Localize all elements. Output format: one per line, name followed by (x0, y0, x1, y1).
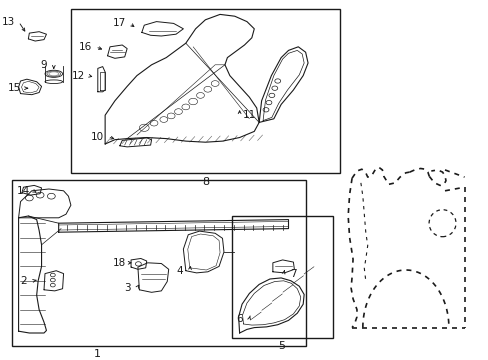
Text: 8: 8 (202, 177, 208, 187)
Text: 10: 10 (91, 132, 104, 142)
Text: 16: 16 (79, 42, 92, 52)
Bar (71, 9, 339, 173)
Text: 1: 1 (94, 348, 101, 359)
Text: 9: 9 (41, 60, 47, 70)
Text: 5: 5 (278, 341, 285, 351)
Text: 4: 4 (176, 266, 183, 276)
Text: 12: 12 (71, 71, 85, 81)
Bar (12, 180, 305, 346)
Text: 3: 3 (123, 283, 130, 293)
Text: 14: 14 (17, 186, 30, 196)
Text: 13: 13 (2, 17, 16, 27)
Text: 6: 6 (236, 314, 243, 324)
Text: 7: 7 (289, 269, 296, 279)
Text: 2: 2 (20, 276, 27, 286)
Text: 17: 17 (113, 18, 126, 28)
Bar (232, 216, 332, 338)
Text: 15: 15 (8, 83, 21, 93)
Text: 18: 18 (113, 258, 126, 268)
Text: 11: 11 (242, 110, 256, 120)
